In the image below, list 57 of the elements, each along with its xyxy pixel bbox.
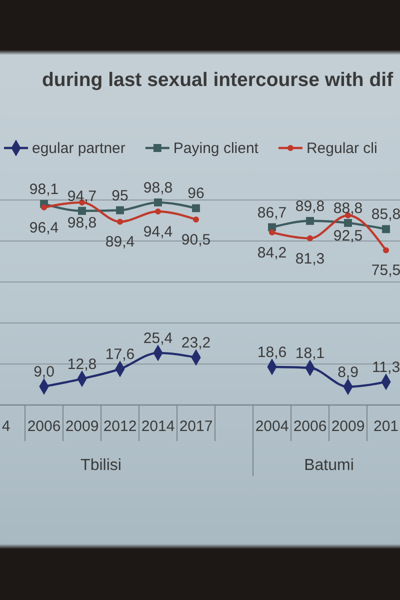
data-label: 84,2 — [257, 244, 287, 262]
data-label: 12,8 — [67, 356, 97, 373]
point — [268, 229, 276, 236]
data-label: 92,5 — [333, 227, 363, 244]
x-tick-label: 201 — [373, 418, 399, 435]
point — [78, 206, 86, 215]
x-tick-label: 2014 — [141, 418, 175, 435]
data-label: 98,8 — [143, 179, 173, 196]
data-label: 23,2 — [181, 334, 211, 352]
data-label: 85,8 — [371, 206, 400, 224]
chart-title: during last sexual intercourse with dif — [42, 69, 394, 91]
data-label: 95 — [112, 187, 128, 204]
data-label: 75,5 — [371, 262, 400, 280]
data-label: 8,9 — [338, 364, 358, 381]
data-label: 18,1 — [295, 344, 325, 362]
point — [192, 216, 200, 222]
point — [116, 218, 124, 225]
data-label: 94,4 — [143, 223, 173, 240]
x-tick-label: 2006 — [293, 418, 327, 435]
data-label: 9,0 — [34, 364, 54, 381]
data-label: 17,6 — [105, 346, 135, 363]
legend-label: egular partner — [32, 140, 126, 157]
point — [154, 208, 162, 214]
data-label: 94,7 — [67, 188, 97, 205]
data-label: 89,8 — [295, 198, 325, 215]
point — [192, 204, 200, 212]
data-label: 90,5 — [181, 231, 211, 248]
point — [40, 204, 48, 210]
x-tick-label: 2009 — [65, 418, 99, 435]
data-label: 98,8 — [67, 214, 97, 232]
point — [344, 218, 352, 227]
data-label: 88,8 — [333, 200, 363, 217]
text: Tbilisi — [80, 457, 122, 474]
data-label: 18,6 — [257, 344, 287, 361]
point — [116, 206, 124, 214]
data-label: 96 — [188, 185, 204, 202]
x-tick-label: 2009 — [331, 418, 365, 435]
point — [154, 198, 162, 206]
point — [382, 247, 390, 254]
data-label: 96,4 — [29, 219, 59, 236]
legend-label: Paying client — [173, 140, 260, 157]
data-label: 89,4 — [105, 234, 135, 251]
x-tick-label: 2012 — [103, 418, 137, 435]
point — [382, 225, 390, 234]
data-label: 25,4 — [143, 330, 173, 347]
x-tick-label: 2004 — [255, 418, 289, 435]
legend-label: Regular cli — [306, 140, 378, 157]
x-tick-label: 4 — [2, 418, 10, 435]
text: Batumi — [304, 457, 354, 474]
point — [306, 235, 314, 242]
point — [306, 216, 314, 225]
data-label: 11,3 — [372, 358, 400, 376]
x-tick-label: 2017 — [179, 418, 213, 435]
data-label: 81,3 — [295, 250, 325, 268]
data-label: 98,1 — [29, 180, 59, 198]
data-label: 86,7 — [257, 204, 287, 222]
x-tick-label: 2006 — [27, 418, 61, 435]
